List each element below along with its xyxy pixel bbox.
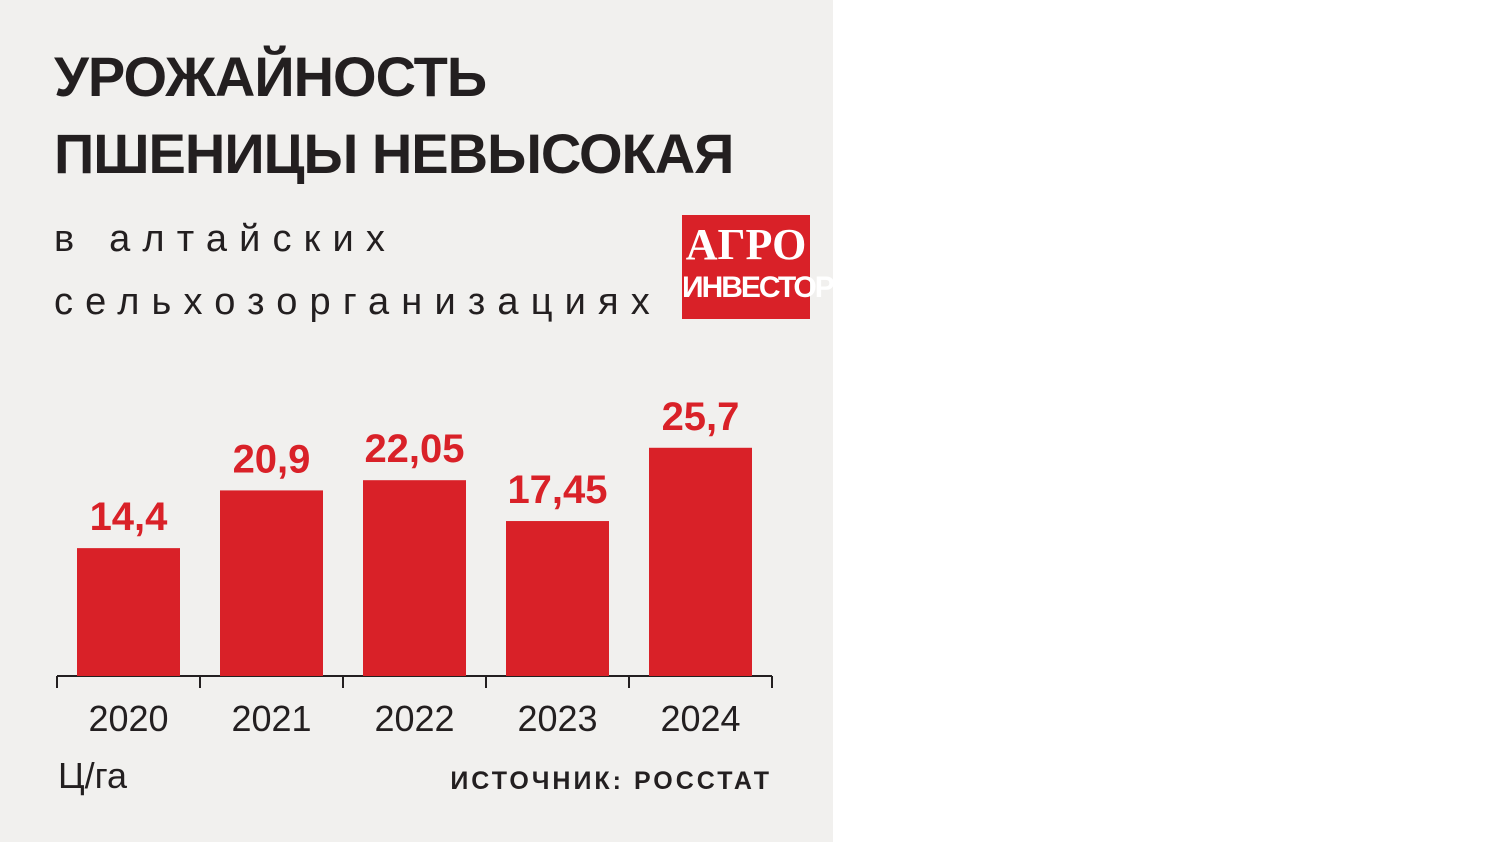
value-label: 20,9 [233,437,311,481]
value-label: 25,7 [662,395,740,439]
value-label: 14,4 [90,495,169,539]
bar [77,548,180,676]
value-label: 17,45 [507,468,607,512]
source: ИСТОЧНИК: РОССТАТ [450,767,772,795]
bar [220,490,323,676]
bar [506,521,609,676]
bar [363,480,466,676]
x-tick-label: 2024 [660,698,740,739]
chart-subtitle: в алтайских сельхозорганизациях [54,218,662,323]
bar [649,447,752,676]
value-label: 22,05 [364,427,464,471]
chart-title: УРОЖАЙНОСТЬ ПШЕНИЦЫ НЕВЫСОКАЯ [54,45,734,185]
logo-line: ИНВЕСТОР [682,271,835,304]
x-tick-label: 2021 [231,698,311,739]
x-tick-label: 2023 [517,698,597,739]
x-tick-label: 2020 [88,698,168,739]
unit-label: Ц/га [58,755,128,796]
logo-line: АГРО [685,220,807,269]
x-tick-label: 2022 [374,698,454,739]
logo: АГРО ИНВЕСТОР [682,215,835,319]
chart: Ц/га ИСТОЧНИК: РОССТАТ 14,4 2020 20,9 2021 2… [56,395,773,796]
panel [0,0,833,842]
